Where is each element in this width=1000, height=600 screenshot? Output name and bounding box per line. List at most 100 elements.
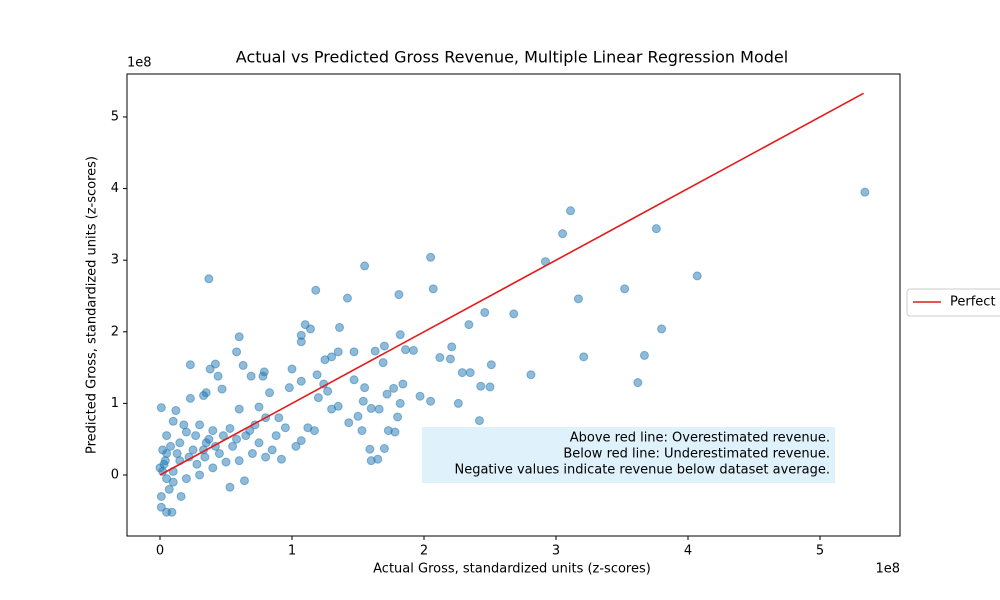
annotation-text: Negative values indicate revenue below d… bbox=[454, 463, 830, 478]
point bbox=[333, 347, 343, 357]
point bbox=[382, 389, 392, 399]
point bbox=[395, 398, 405, 408]
point bbox=[447, 342, 457, 352]
point bbox=[204, 274, 214, 284]
y-tick-label: 3 bbox=[111, 253, 119, 268]
point bbox=[188, 445, 198, 455]
point bbox=[360, 261, 370, 271]
point bbox=[445, 354, 455, 364]
point bbox=[327, 352, 337, 362]
point bbox=[238, 360, 248, 370]
point bbox=[474, 416, 484, 426]
point bbox=[313, 393, 323, 403]
point bbox=[164, 484, 174, 494]
y-offset-label: 1e8 bbox=[127, 56, 152, 71]
point bbox=[379, 443, 389, 453]
point bbox=[344, 418, 354, 428]
point bbox=[208, 426, 218, 436]
point bbox=[305, 324, 315, 334]
point bbox=[232, 434, 242, 444]
point bbox=[366, 403, 376, 413]
x-tick-label: 0 bbox=[156, 544, 164, 559]
point bbox=[296, 376, 306, 386]
point bbox=[657, 324, 667, 334]
point bbox=[309, 426, 319, 436]
point bbox=[271, 431, 281, 441]
point bbox=[435, 353, 445, 363]
point bbox=[365, 444, 375, 454]
point bbox=[633, 378, 643, 388]
point bbox=[395, 330, 405, 340]
point bbox=[254, 438, 264, 448]
point bbox=[566, 206, 576, 216]
point bbox=[370, 346, 380, 356]
point bbox=[357, 426, 367, 436]
point bbox=[168, 477, 178, 487]
point bbox=[208, 463, 218, 473]
point bbox=[205, 364, 215, 374]
x-tick-label: 2 bbox=[420, 544, 428, 559]
point bbox=[526, 370, 536, 380]
point bbox=[280, 423, 290, 433]
y-tick-label: 0 bbox=[111, 467, 119, 482]
point bbox=[579, 352, 589, 362]
point bbox=[323, 386, 333, 396]
x-tick-label: 5 bbox=[816, 544, 824, 559]
y-tick-label: 4 bbox=[111, 181, 119, 196]
point bbox=[234, 404, 244, 414]
y-tick-label: 1 bbox=[111, 396, 119, 411]
point bbox=[390, 427, 400, 437]
point bbox=[374, 404, 384, 414]
point bbox=[199, 391, 209, 401]
point bbox=[246, 371, 256, 381]
point bbox=[168, 416, 178, 426]
point bbox=[247, 449, 257, 459]
point bbox=[373, 454, 383, 464]
point bbox=[558, 229, 568, 239]
legend-label: Perfect bbox=[950, 295, 996, 310]
point bbox=[234, 456, 244, 466]
point bbox=[166, 441, 176, 451]
legend-box bbox=[906, 288, 1000, 317]
point bbox=[261, 452, 271, 462]
point bbox=[296, 337, 306, 347]
point bbox=[176, 491, 186, 501]
point bbox=[296, 436, 306, 446]
point bbox=[213, 371, 223, 381]
point bbox=[195, 470, 205, 480]
point bbox=[485, 382, 495, 392]
point bbox=[394, 290, 404, 300]
point bbox=[276, 454, 286, 464]
point bbox=[476, 381, 486, 391]
point bbox=[509, 309, 519, 319]
point bbox=[398, 379, 408, 389]
point bbox=[218, 431, 228, 441]
point bbox=[265, 388, 275, 398]
point bbox=[486, 360, 496, 370]
point bbox=[172, 449, 182, 459]
point bbox=[234, 332, 244, 342]
line bbox=[159, 92, 864, 476]
point bbox=[358, 396, 368, 406]
annotation-box bbox=[422, 427, 835, 483]
point bbox=[353, 411, 363, 421]
point bbox=[185, 393, 195, 403]
y-tick-label: 2 bbox=[111, 324, 119, 339]
point bbox=[155, 463, 165, 473]
point bbox=[312, 370, 322, 380]
point bbox=[620, 284, 630, 294]
point bbox=[179, 420, 189, 430]
point bbox=[156, 491, 166, 501]
point bbox=[217, 384, 227, 394]
point bbox=[287, 364, 297, 374]
point bbox=[191, 431, 201, 441]
point bbox=[639, 350, 649, 360]
point bbox=[195, 420, 205, 430]
point bbox=[453, 398, 463, 408]
point bbox=[221, 457, 231, 467]
x-offset-label: 1e8 bbox=[875, 562, 900, 577]
point bbox=[156, 403, 166, 413]
point bbox=[192, 459, 202, 469]
point bbox=[327, 404, 337, 414]
